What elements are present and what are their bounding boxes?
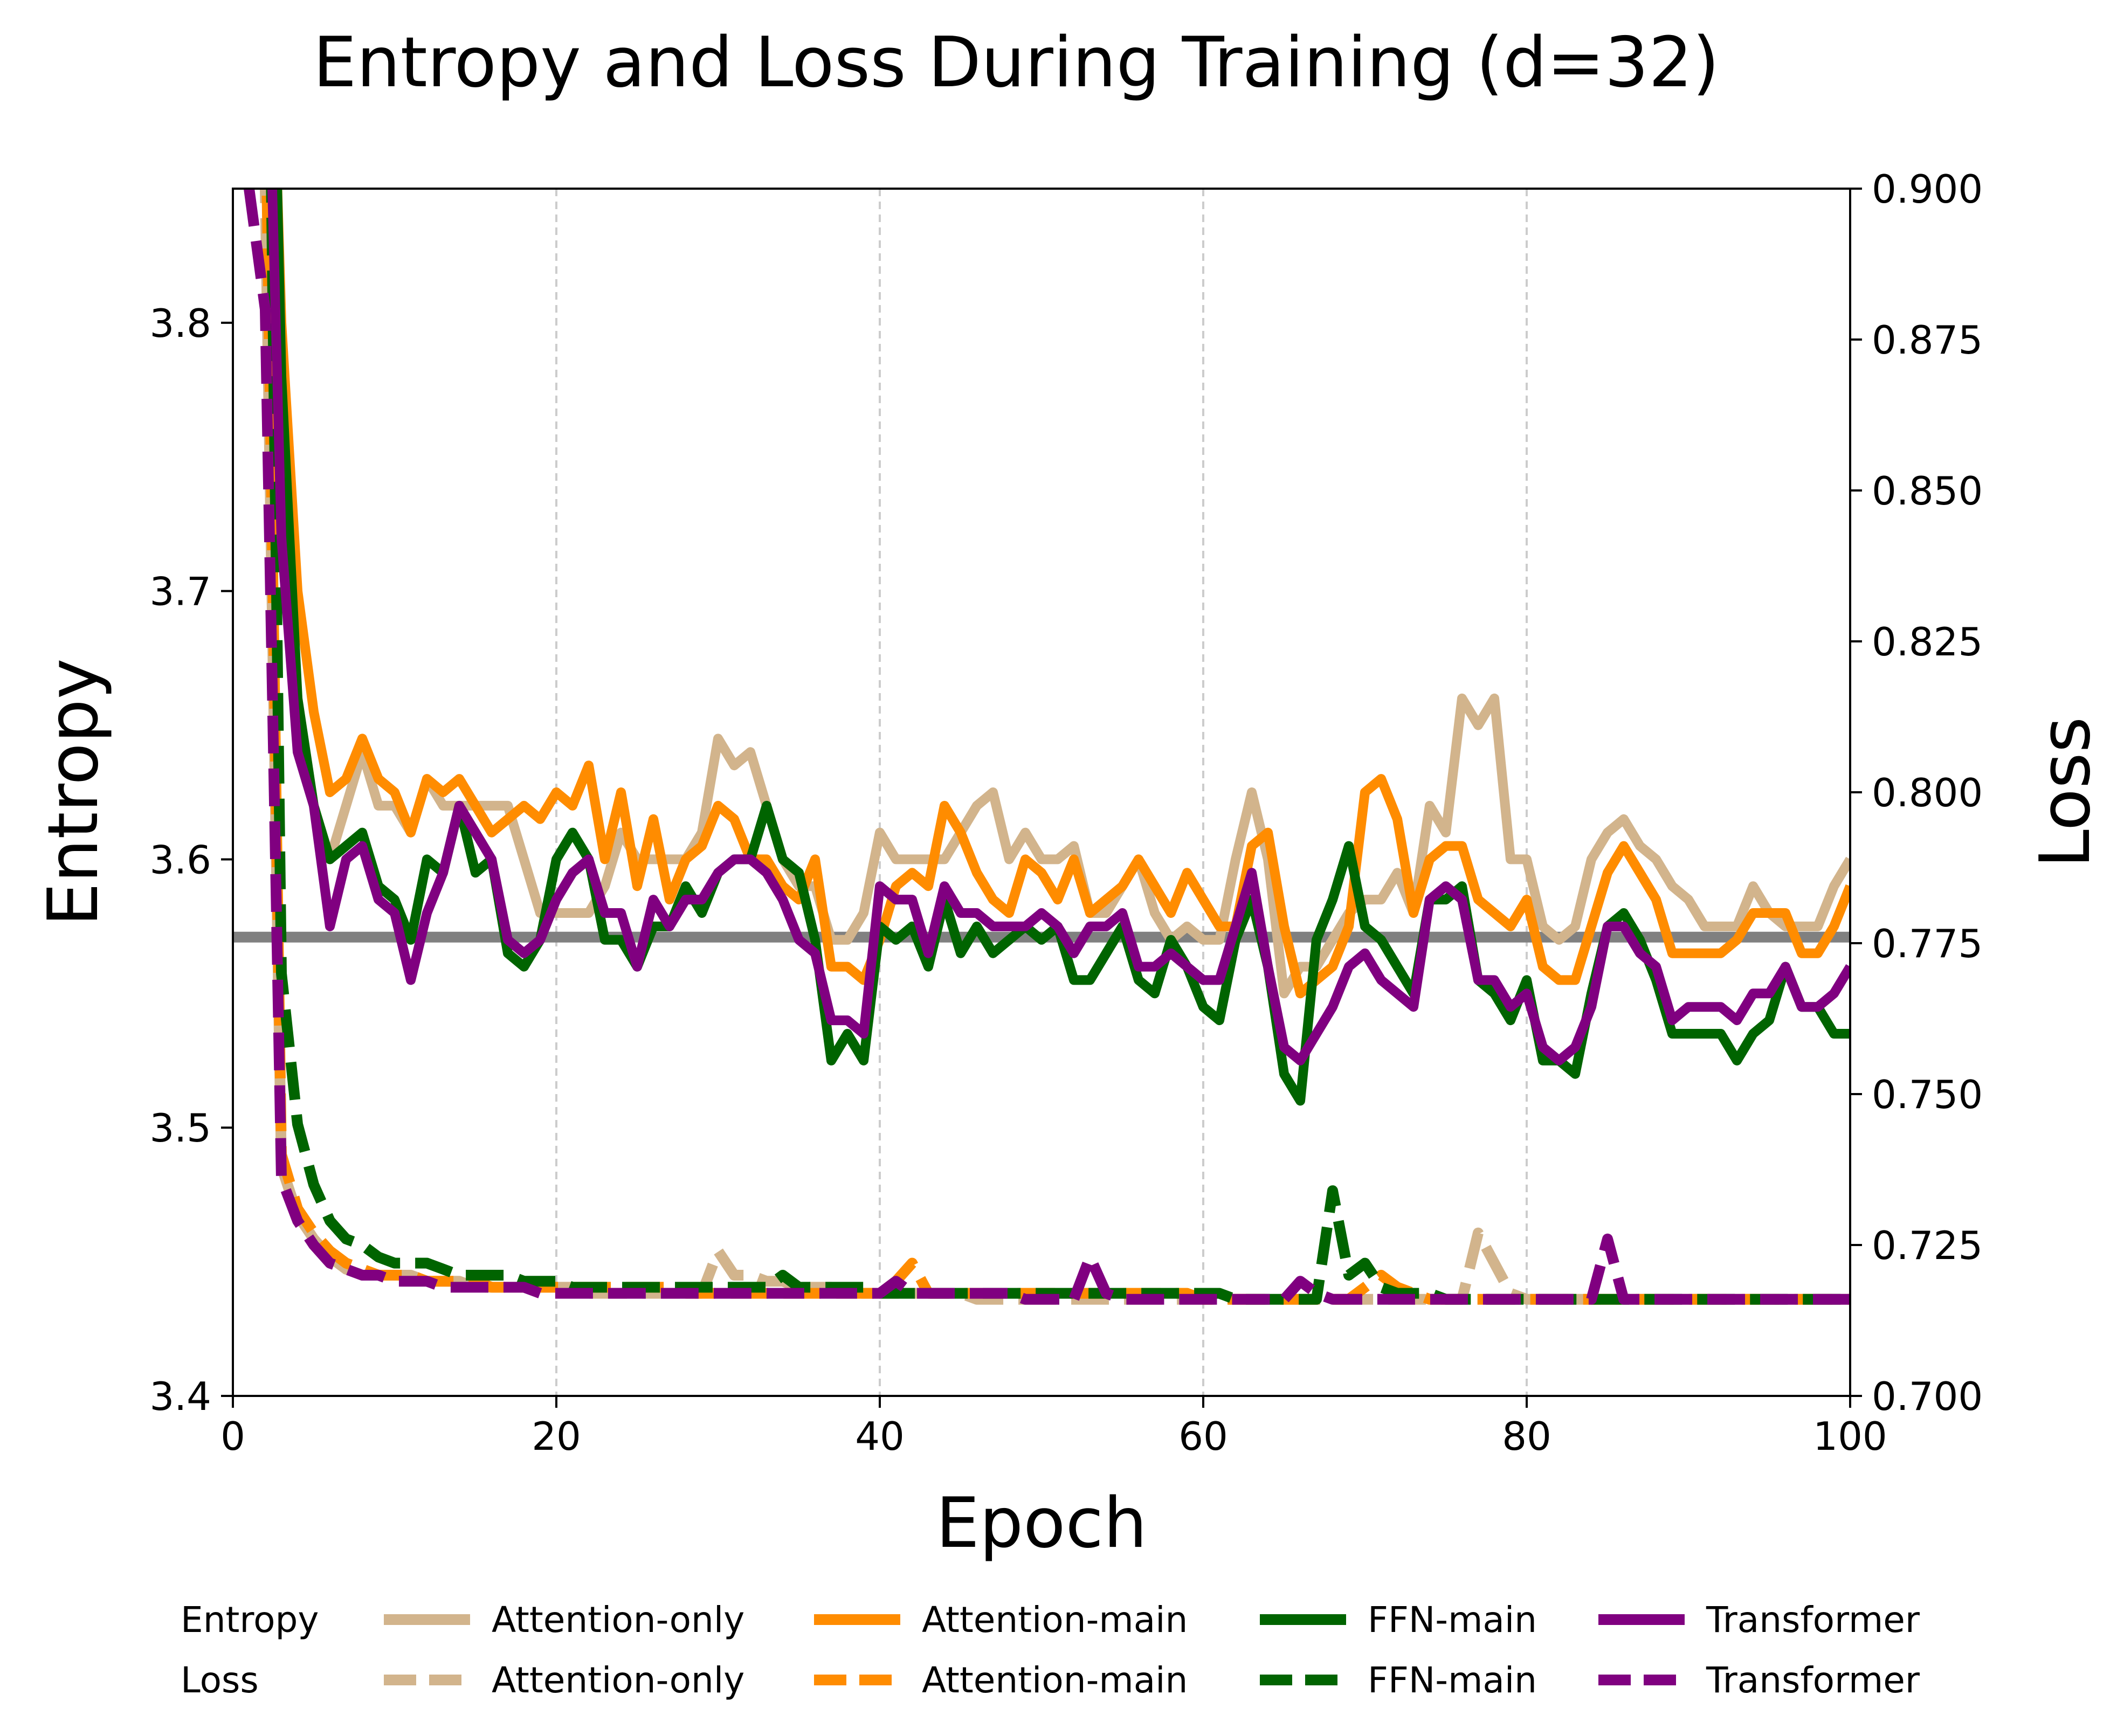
y-axis-left-label: Entropy xyxy=(33,658,114,926)
x-tick-label: 20 xyxy=(532,1414,581,1459)
x-gridlines xyxy=(555,189,1528,1396)
y-right-tick-label: 0.875 xyxy=(1872,317,1983,363)
y-left-tick-label: 3.5 xyxy=(149,1105,211,1151)
y-right-tick-label: 0.850 xyxy=(1872,468,1983,514)
legend-label-loss-attention-only: Attention-only xyxy=(492,1659,744,1701)
legend-label-entropy-ffn-main: FFN-main xyxy=(1368,1599,1537,1641)
x-axis: 0 20 40 60 80 100 xyxy=(220,1396,1887,1459)
legend: Entropy Loss Attention-only Attention-mai… xyxy=(181,1599,1920,1701)
legend-label-entropy-transformer: Transformer xyxy=(1706,1599,1920,1641)
x-tick-label: 40 xyxy=(855,1414,905,1459)
legend-label-loss-transformer: Transformer xyxy=(1706,1659,1920,1701)
y-axis-right-label: Loss xyxy=(2025,717,2106,868)
x-axis-label: Epoch xyxy=(936,1483,1147,1564)
entropy-line-transformer xyxy=(267,189,1850,1066)
y-right-tick-label: 0.775 xyxy=(1872,921,1983,966)
legend-label-entropy-attention-main: Attention-main xyxy=(922,1599,1188,1641)
y-right-tick-label: 0.700 xyxy=(1872,1374,1983,1419)
x-tick-label: 0 xyxy=(220,1414,245,1459)
legend-label-loss-attention-main: Attention-main xyxy=(922,1659,1188,1701)
y-axis-right: 0.700 0.725 0.750 0.775 0.800 0.825 0.850 0.875… xyxy=(1850,167,1983,1419)
legend-label-entropy-attention-only: Attention-only xyxy=(492,1599,744,1641)
y-left-tick-label: 3.8 xyxy=(149,301,211,346)
chart-title: Entropy and Loss During Training (d=32) xyxy=(313,23,1720,103)
loss-line-attention-only xyxy=(259,189,1850,1305)
loss-line-transformer xyxy=(244,189,1850,1305)
x-tick-label: 100 xyxy=(1813,1414,1887,1459)
plot-frame xyxy=(232,188,1851,1397)
y-right-tick-label: 0.825 xyxy=(1872,619,1983,665)
y-left-tick-label: 3.6 xyxy=(149,837,211,882)
y-right-tick-label: 0.800 xyxy=(1872,770,1983,815)
x-tick-label: 60 xyxy=(1178,1414,1228,1459)
loss-line-attention-main xyxy=(261,189,1850,1305)
loss-lines xyxy=(244,189,1850,1305)
loss-line-ffn-main xyxy=(266,189,1850,1305)
entropy-line-attention-main xyxy=(272,189,1850,999)
x-tick-label: 80 xyxy=(1502,1414,1551,1459)
entropy-lines xyxy=(267,189,1850,1106)
y-right-tick-label: 0.900 xyxy=(1872,167,1983,212)
y-right-tick-label: 0.750 xyxy=(1872,1072,1983,1117)
entropy-line-attention-only xyxy=(268,189,1850,999)
y-axis-left: 3.4 3.5 3.6 3.7 3.8 xyxy=(149,301,233,1419)
legend-row-title-entropy: Entropy xyxy=(181,1599,319,1641)
legend-label-loss-ffn-main: FFN-main xyxy=(1368,1659,1537,1701)
y-right-tick-label: 0.725 xyxy=(1872,1223,1983,1268)
legend-row-title-loss: Loss xyxy=(181,1659,259,1701)
y-left-tick-label: 3.4 xyxy=(149,1374,211,1419)
y-left-tick-label: 3.7 xyxy=(149,569,211,614)
